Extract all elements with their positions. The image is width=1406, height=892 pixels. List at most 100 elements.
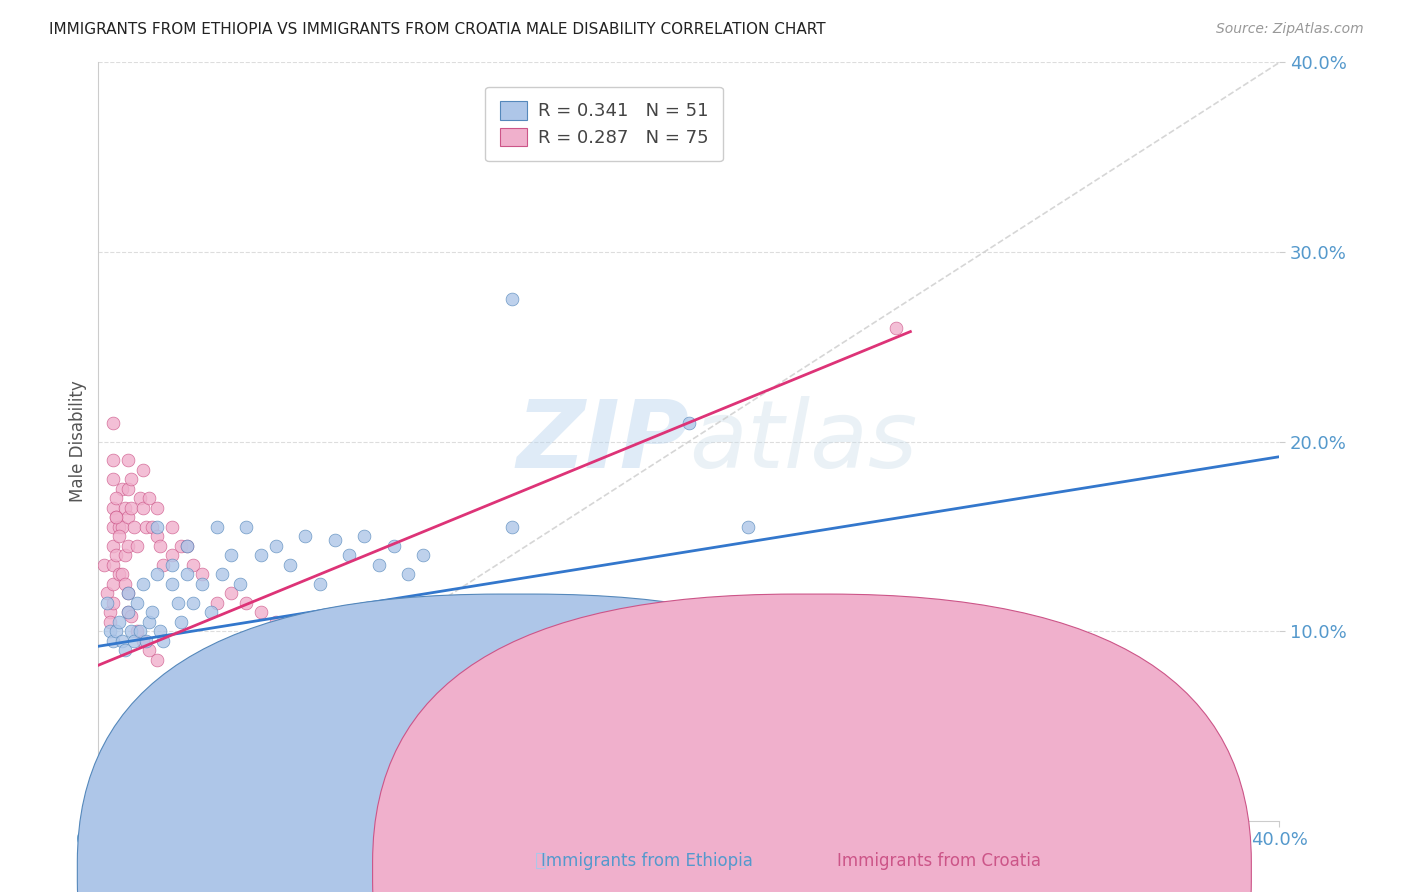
Point bbox=[678, 624, 700, 639]
Point bbox=[382, 539, 405, 553]
Point bbox=[162, 576, 183, 591]
Point bbox=[412, 643, 434, 657]
Point bbox=[105, 510, 128, 524]
Point bbox=[141, 520, 163, 534]
Point bbox=[176, 681, 198, 695]
Point bbox=[122, 520, 145, 534]
Point bbox=[114, 548, 136, 563]
Point bbox=[170, 615, 193, 629]
Point bbox=[353, 529, 375, 543]
Point bbox=[103, 576, 125, 591]
Text: IMMIGRANTS FROM ETHIOPIA VS IMMIGRANTS FROM CROATIA MALE DISABILITY CORRELATION : IMMIGRANTS FROM ETHIOPIA VS IMMIGRANTS F… bbox=[49, 22, 825, 37]
Point bbox=[146, 520, 169, 534]
Point bbox=[108, 520, 131, 534]
Point bbox=[737, 520, 759, 534]
Point bbox=[250, 605, 273, 619]
Point bbox=[170, 539, 193, 553]
Point bbox=[103, 500, 125, 515]
Point bbox=[309, 576, 332, 591]
Point bbox=[471, 672, 494, 686]
Point bbox=[501, 672, 523, 686]
Point bbox=[103, 520, 125, 534]
Point bbox=[398, 567, 420, 582]
Point bbox=[264, 615, 287, 629]
Point bbox=[368, 558, 391, 572]
Point bbox=[191, 567, 214, 582]
Point bbox=[117, 482, 139, 496]
Point bbox=[103, 539, 125, 553]
Point bbox=[264, 539, 287, 553]
Point bbox=[221, 548, 243, 563]
Point bbox=[125, 624, 148, 639]
Point bbox=[501, 293, 523, 307]
Point bbox=[98, 615, 121, 629]
Point bbox=[114, 500, 136, 515]
Point bbox=[120, 500, 142, 515]
Point bbox=[167, 596, 190, 610]
Point bbox=[111, 633, 134, 648]
Point bbox=[149, 539, 172, 553]
Text: Immigrants from Croatia: Immigrants from Croatia bbox=[837, 852, 1040, 870]
Point bbox=[117, 605, 139, 619]
Point bbox=[884, 320, 907, 334]
Point bbox=[111, 520, 134, 534]
Point bbox=[176, 539, 198, 553]
Point bbox=[501, 520, 523, 534]
Point bbox=[125, 596, 148, 610]
Point bbox=[250, 548, 273, 563]
Point bbox=[103, 596, 125, 610]
Point bbox=[138, 643, 160, 657]
Point bbox=[132, 463, 155, 477]
Point bbox=[146, 567, 169, 582]
Point bbox=[280, 558, 302, 572]
Point bbox=[103, 473, 125, 487]
Point bbox=[117, 605, 139, 619]
Point bbox=[98, 624, 121, 639]
Point bbox=[111, 482, 134, 496]
Point bbox=[125, 539, 148, 553]
Point bbox=[152, 558, 174, 572]
Point bbox=[200, 605, 222, 619]
Text: ZIP: ZIP bbox=[516, 395, 689, 488]
Point bbox=[138, 491, 160, 506]
Point bbox=[117, 586, 139, 600]
Point bbox=[162, 548, 183, 563]
Point bbox=[98, 605, 121, 619]
Point bbox=[205, 520, 228, 534]
Point bbox=[135, 520, 157, 534]
Point bbox=[128, 624, 150, 639]
Point bbox=[323, 533, 346, 548]
Point bbox=[141, 605, 163, 619]
Point bbox=[103, 416, 125, 430]
Point bbox=[339, 548, 361, 563]
Point bbox=[221, 586, 243, 600]
Point bbox=[108, 567, 131, 582]
Point bbox=[211, 567, 233, 582]
Text: Source: ZipAtlas.com: Source: ZipAtlas.com bbox=[1216, 22, 1364, 37]
Point bbox=[105, 510, 128, 524]
Point bbox=[205, 596, 228, 610]
Point bbox=[103, 633, 125, 648]
Point bbox=[162, 672, 183, 686]
Text: atlas: atlas bbox=[689, 396, 917, 487]
Point bbox=[138, 615, 160, 629]
Point bbox=[191, 576, 214, 591]
Point bbox=[560, 690, 582, 705]
Point bbox=[323, 633, 346, 648]
Point bbox=[117, 586, 139, 600]
Point bbox=[105, 624, 128, 639]
Point bbox=[146, 500, 169, 515]
Legend: R = 0.341   N = 51, R = 0.287   N = 75: R = 0.341 N = 51, R = 0.287 N = 75 bbox=[485, 87, 723, 161]
Point bbox=[103, 453, 125, 467]
Text: Immigrants from Ethiopia: Immigrants from Ethiopia bbox=[541, 852, 754, 870]
Point bbox=[146, 652, 169, 666]
Point bbox=[162, 520, 183, 534]
Point bbox=[152, 633, 174, 648]
Point bbox=[162, 558, 183, 572]
Point bbox=[235, 596, 257, 610]
Point bbox=[294, 624, 316, 639]
Point bbox=[412, 548, 434, 563]
Point bbox=[117, 539, 139, 553]
Point bbox=[235, 520, 257, 534]
Point bbox=[96, 586, 118, 600]
